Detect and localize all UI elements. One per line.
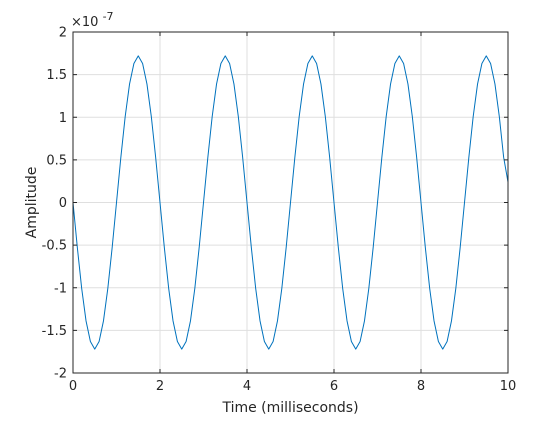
y-exponent-label: ×10 -7 [71,10,114,30]
y-tick-label: -1.5 [42,324,67,339]
series-line [72,55,509,350]
y-tick-label: 0.5 [46,153,67,168]
x-axis-label: Time (milliseconds) [221,400,358,416]
x-tick-label: 2 [156,379,164,394]
x-tick-label: 0 [69,379,77,394]
ticks [72,31,509,374]
y-tick-label: 0 [59,196,67,211]
y-exponent-power: -7 [103,10,114,23]
y-tick-label: -2 [54,367,67,382]
series-layer [72,55,509,350]
y-tick-label: 2 [59,26,67,41]
x-tick-label: 10 [500,379,517,394]
y-axis-label: Amplitude [24,167,40,239]
y-tick-label: 1 [59,111,67,126]
x-tick-label: 6 [330,379,338,394]
x-tick-label: 8 [417,379,425,394]
x-tick-label: 4 [243,379,251,394]
y-tick-label: -0.5 [42,239,67,254]
y-tick-label: -1 [54,281,67,296]
tick-labels: 0 2 4 6 8 10 -2 -1.5 -1 -0.5 0 0.5 1 1.5 2 [42,26,517,395]
y-exponent-base: ×10 [71,15,98,30]
y-tick-label: 1.5 [46,68,67,83]
